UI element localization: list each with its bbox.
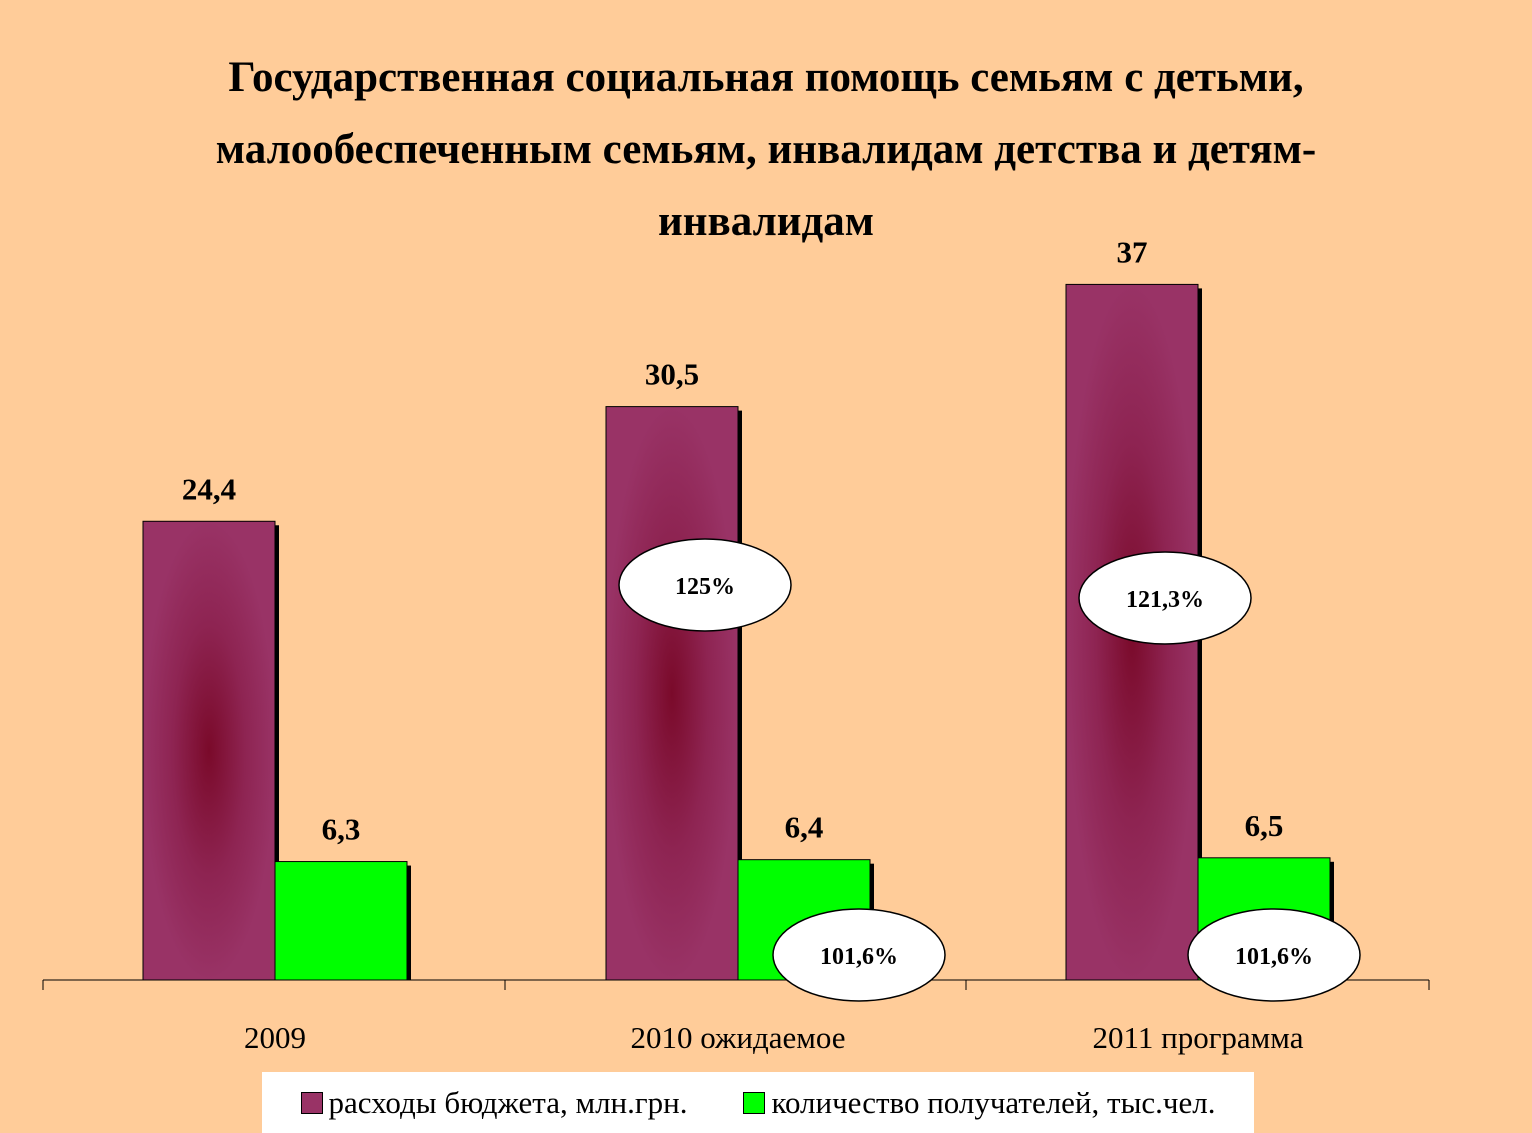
data-label-budget-2: 37 [1117, 234, 1148, 269]
data-label-budget-1: 30,5 [645, 357, 699, 392]
chart-title-line-1: Государственная социальная помощь семьям… [228, 54, 1304, 101]
percent-callout-oval-2 [772, 908, 946, 1002]
chart-title: Государственная социальная помощь семьям… [0, 42, 1532, 258]
data-label-recipients-2: 6,5 [1245, 808, 1284, 843]
bar-recipients-0 [274, 861, 408, 981]
legend-swatch-recipients [743, 1091, 766, 1114]
percent-callout-text-3: 101,6% [1235, 944, 1313, 970]
data-label-recipients-0: 6,3 [322, 812, 361, 847]
percent-callout-oval-0 [618, 538, 792, 632]
bar-budget-0 [142, 520, 276, 981]
percent-callout-oval-1 [1078, 551, 1252, 645]
legend-item-budget: расходы бюджета, млн.грн. [300, 1084, 688, 1121]
chart-title-line-3: инвалидам [657, 198, 875, 245]
chart-legend: расходы бюджета, млн.грн. количество пол… [262, 1072, 1254, 1133]
legend-label-recipients: количество получателей, тыс.чел. [771, 1084, 1216, 1120]
percent-callout-text-2: 101,6% [820, 944, 898, 970]
category-label-0: 2009 [244, 1020, 306, 1055]
legend-label-budget: расходы бюджета, млн.грн. [328, 1084, 688, 1120]
legend-item-recipients: количество получателей, тыс.чел. [743, 1085, 1215, 1121]
data-label-budget-0: 24,4 [182, 471, 236, 506]
data-label-recipients-1: 6,4 [785, 810, 824, 845]
category-label-2: 2011 программа [1093, 1020, 1304, 1055]
legend-swatch-budget [300, 1091, 323, 1114]
percent-callout-oval-3 [1187, 908, 1361, 1002]
bar-budget-1 [605, 406, 739, 981]
percent-callout-text-0: 125% [675, 574, 735, 600]
percent-callout-text-1: 121,3% [1126, 587, 1204, 613]
category-label-1: 2010 ожидаемое [630, 1020, 845, 1055]
bar-chart: 24,4 6,3 2009 30,5 6,4 2010 ожидаемое 37 6,5 201… [42, 234, 1430, 1055]
chart-title-line-2: малообеспеченным семьям, инвалидам детст… [215, 126, 1317, 173]
